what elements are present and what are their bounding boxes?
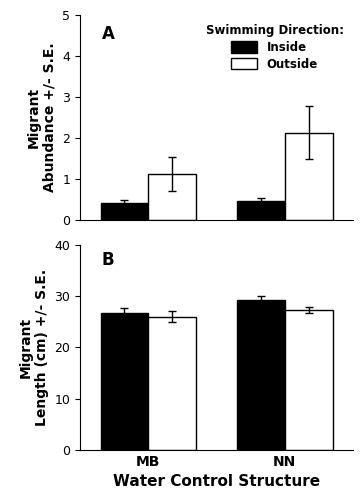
- Bar: [285, 133, 333, 220]
- Bar: [100, 203, 149, 220]
- Legend: Inside, Outside: Inside, Outside: [202, 21, 347, 74]
- Bar: [285, 310, 333, 450]
- Bar: [149, 316, 196, 450]
- X-axis label: Water Control Structure: Water Control Structure: [113, 474, 320, 490]
- Y-axis label: Migrant
Abundance +/- S.E.: Migrant Abundance +/- S.E.: [27, 43, 57, 193]
- Bar: [100, 312, 149, 450]
- Bar: [237, 201, 285, 220]
- Text: A: A: [102, 26, 115, 44]
- Y-axis label: Migrant
Length (cm) +/- S.E.: Migrant Length (cm) +/- S.E.: [19, 269, 49, 426]
- Text: B: B: [102, 251, 115, 269]
- Bar: [237, 300, 285, 450]
- Bar: [149, 174, 196, 220]
